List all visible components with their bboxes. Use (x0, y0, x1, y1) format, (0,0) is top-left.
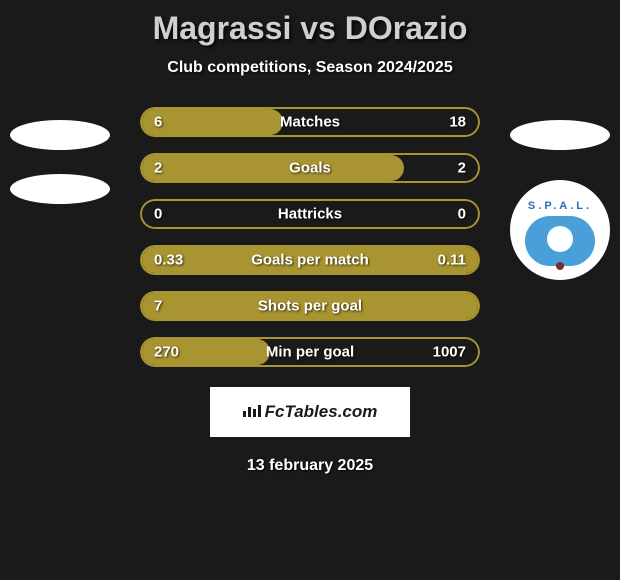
stat-label: Shots per goal (258, 298, 362, 315)
stat-row: 6 Matches 18 (140, 107, 480, 137)
subtitle: Club competitions, Season 2024/2025 (0, 59, 620, 77)
stat-right-value: 0 (458, 206, 466, 223)
footer-date: 13 february 2025 (0, 457, 620, 475)
page-title: Magrassi vs DOrazio (0, 10, 620, 47)
club-crest: S.P.A.L. (510, 180, 610, 280)
stat-left-value: 0.33 (154, 252, 183, 269)
crest-text: S.P.A.L. (528, 200, 592, 212)
placeholder-ellipse (510, 120, 610, 150)
placeholder-ellipse (10, 174, 110, 204)
stat-bar-fill (142, 155, 404, 181)
stat-row: 7 Shots per goal (140, 291, 480, 321)
stat-row: 0 Hattricks 0 (140, 199, 480, 229)
placeholder-ellipse (10, 120, 110, 150)
stat-bar-fill (142, 109, 283, 135)
crest-shield-icon (525, 216, 595, 266)
comparison-card: Magrassi vs DOrazio Club competitions, S… (0, 0, 620, 475)
stat-label: Min per goal (266, 344, 354, 361)
stat-right-value: 0.11 (438, 252, 466, 269)
brand-text: FcTables.com (265, 402, 378, 422)
stat-row: 2 Goals 2 (140, 153, 480, 183)
stat-left-value: 7 (154, 298, 162, 315)
stat-right-value: 1007 (433, 344, 466, 361)
stat-right-value: 18 (449, 114, 466, 131)
stat-label: Goals per match (251, 252, 369, 269)
left-decoration (10, 120, 110, 228)
stat-row: 0.33 Goals per match 0.11 (140, 245, 480, 275)
stat-label: Hattricks (278, 206, 342, 223)
stat-right-value: 2 (458, 160, 466, 177)
brand-chart-icon (243, 402, 261, 422)
vs-label: vs (300, 10, 336, 46)
stat-left-value: 6 (154, 114, 162, 131)
stat-left-value: 270 (154, 344, 179, 361)
stat-left-value: 2 (154, 160, 162, 177)
stat-label: Matches (280, 114, 340, 131)
stats-bars: 6 Matches 18 2 Goals 2 0 Hattricks 0 0.33 Goals pe… (140, 107, 480, 367)
right-decoration: S.P.A.L. (510, 120, 610, 280)
player1-name: Magrassi (153, 10, 292, 46)
crest-dot-icon (556, 262, 564, 270)
stat-left-value: 0 (154, 206, 162, 223)
stat-label: Goals (289, 160, 331, 177)
player2-name: DOrazio (345, 10, 468, 46)
stat-row: 270 Min per goal 1007 (140, 337, 480, 367)
brand-logo: FcTables.com (210, 387, 410, 437)
